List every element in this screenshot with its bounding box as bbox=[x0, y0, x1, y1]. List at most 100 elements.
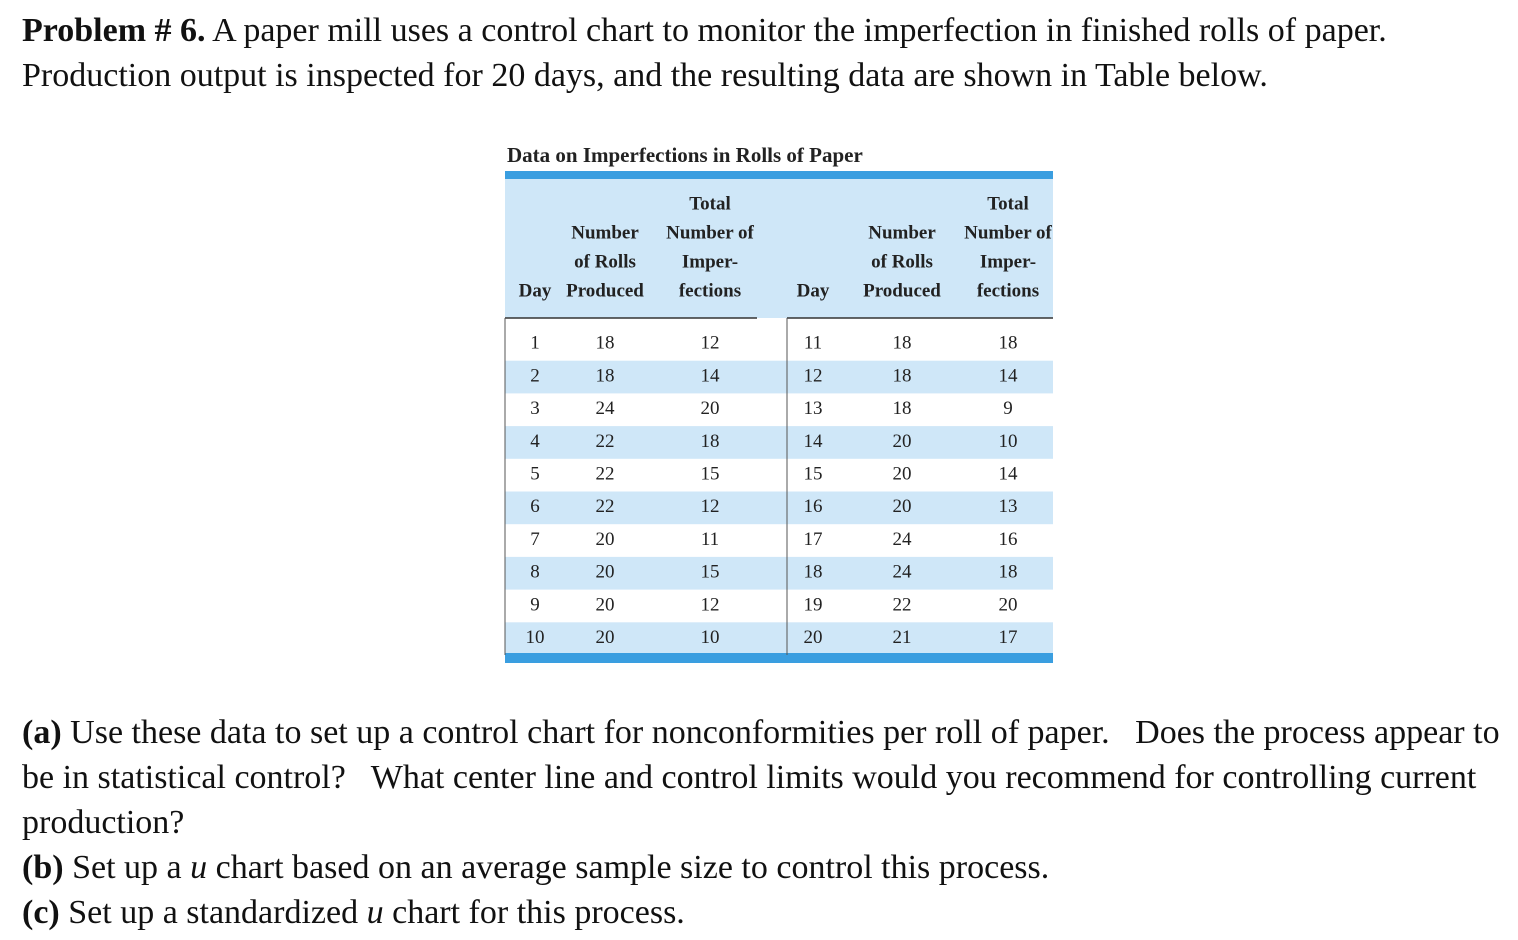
table-cell: 12 bbox=[701, 594, 720, 615]
table-cell: 22 bbox=[596, 464, 615, 485]
header-band bbox=[505, 176, 1053, 318]
table-cell: 22 bbox=[596, 496, 615, 517]
table-cell: 20 bbox=[893, 464, 912, 485]
column-header: Total bbox=[689, 193, 731, 214]
table-cell: 20 bbox=[893, 431, 912, 452]
table-cell: 20 bbox=[596, 529, 615, 550]
table-cell: 18 bbox=[804, 562, 823, 583]
question-label: (a) bbox=[22, 714, 62, 751]
problem-label: Problem # 6. bbox=[22, 12, 206, 49]
question: (c) Set up a standardized u chart for th… bbox=[22, 890, 1512, 935]
table-cell: 20 bbox=[596, 594, 615, 615]
table-cell: 22 bbox=[596, 431, 615, 452]
question-text: chart based on an average sample size to… bbox=[207, 849, 1050, 886]
column-header: Day bbox=[797, 280, 830, 301]
table-cell: 3 bbox=[530, 398, 540, 419]
table-cell: 17 bbox=[804, 529, 823, 550]
column-header: Produced bbox=[863, 280, 941, 301]
table-cell: 19 bbox=[804, 594, 823, 615]
column-header: Produced bbox=[566, 280, 644, 301]
table-cell: 18 bbox=[701, 431, 720, 452]
table-cell: 14 bbox=[999, 464, 1019, 485]
table-cell: 4 bbox=[530, 431, 540, 452]
question-label: (c) bbox=[22, 894, 60, 931]
row-stripe bbox=[505, 360, 1053, 394]
question: (a) Use these data to set up a control c… bbox=[22, 710, 1512, 845]
table-cell: 11 bbox=[701, 529, 719, 550]
row-stripe bbox=[505, 426, 1053, 459]
question-text: u bbox=[190, 849, 208, 886]
table-cell: 17 bbox=[999, 627, 1018, 648]
table-cell: 15 bbox=[701, 562, 720, 583]
column-header: of Rolls bbox=[574, 251, 636, 272]
column-header: Number bbox=[868, 222, 936, 243]
table-cell: 13 bbox=[804, 398, 823, 419]
column-header: Number of bbox=[964, 222, 1052, 243]
table-cell: 14 bbox=[701, 365, 721, 386]
question-text: chart for this process. bbox=[383, 894, 685, 931]
table-cell: 18 bbox=[596, 333, 615, 354]
table-cell: 22 bbox=[893, 594, 912, 615]
table-cell: 14 bbox=[804, 431, 824, 452]
problem-text: A paper mill uses a control chart to mon… bbox=[22, 12, 1413, 94]
question-text: Set up a bbox=[72, 849, 191, 886]
table-cell: 12 bbox=[804, 365, 823, 386]
table-cell: 8 bbox=[530, 562, 540, 583]
table-cell: 20 bbox=[999, 594, 1018, 615]
table-cell: 10 bbox=[701, 627, 720, 648]
column-header: Number of bbox=[666, 222, 754, 243]
table-cell: 16 bbox=[804, 496, 823, 517]
question-text: Use these data to set up a control chart… bbox=[22, 714, 1509, 841]
table-cell: 10 bbox=[526, 627, 545, 648]
column-header: Number bbox=[571, 222, 639, 243]
table-cell: 20 bbox=[893, 496, 912, 517]
column-header: Imper- bbox=[980, 251, 1036, 272]
table-cell: 15 bbox=[804, 464, 823, 485]
table-cell: 1 bbox=[530, 333, 540, 354]
table-cell: 20 bbox=[596, 627, 615, 648]
table-cell: 18 bbox=[596, 365, 615, 386]
question-label: (b) bbox=[22, 849, 64, 886]
table-cell: 24 bbox=[893, 529, 913, 550]
table-cell: 5 bbox=[530, 464, 540, 485]
table-cell: 13 bbox=[999, 496, 1018, 517]
bottom-rule bbox=[505, 653, 1053, 663]
question-text: u bbox=[366, 894, 384, 931]
row-stripe bbox=[505, 556, 1053, 590]
questions: (a) Use these data to set up a control c… bbox=[22, 710, 1512, 935]
table-cell: 9 bbox=[1003, 398, 1013, 419]
table-cell: 18 bbox=[893, 398, 912, 419]
column-header: Total bbox=[987, 193, 1029, 214]
table-cell: 2 bbox=[530, 365, 540, 386]
table-cell: 15 bbox=[701, 464, 720, 485]
column-header: fections bbox=[679, 280, 741, 301]
table-cell: 10 bbox=[999, 431, 1018, 452]
table-cell: 21 bbox=[893, 627, 912, 648]
question: (b) Set up a u chart based on an average… bbox=[22, 845, 1512, 890]
table-cell: 24 bbox=[596, 398, 616, 419]
column-header: Day bbox=[519, 280, 552, 301]
table-cell: 20 bbox=[804, 627, 823, 648]
table-cell: 9 bbox=[530, 594, 540, 615]
table-title: Data on Imperfections in Rolls of Paper bbox=[507, 143, 863, 167]
column-header: fections bbox=[977, 280, 1039, 301]
table-cell: 18 bbox=[893, 365, 912, 386]
table-cell: 18 bbox=[999, 333, 1018, 354]
table-cell: 18 bbox=[893, 333, 912, 354]
table-cell: 12 bbox=[701, 333, 720, 354]
column-header: of Rolls bbox=[871, 251, 933, 272]
table-cell: 11 bbox=[804, 333, 822, 354]
table-cell: 20 bbox=[701, 398, 720, 419]
table-cell: 16 bbox=[999, 529, 1018, 550]
top-rule bbox=[505, 171, 1053, 179]
table-cell: 20 bbox=[596, 562, 615, 583]
table-cell: 14 bbox=[999, 365, 1019, 386]
column-header: Imper- bbox=[682, 251, 738, 272]
table-cell: 24 bbox=[893, 562, 913, 583]
problem: Problem # 6. A paper mill uses a control… bbox=[22, 8, 1512, 98]
table-cell: 12 bbox=[701, 496, 720, 517]
question-text: Set up a standardized bbox=[68, 894, 367, 931]
table-cell: 7 bbox=[530, 529, 540, 550]
